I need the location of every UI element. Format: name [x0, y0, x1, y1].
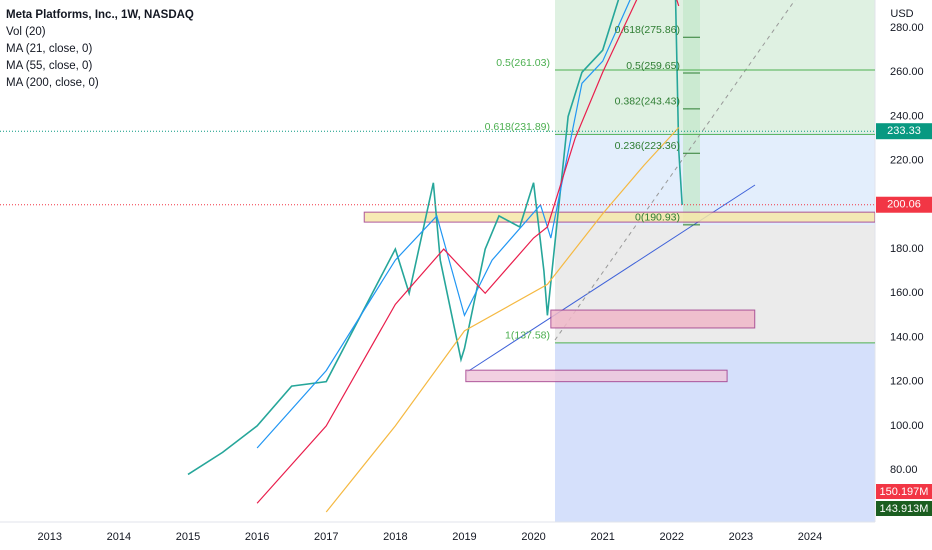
x-tick-label: 2018 [383, 531, 407, 543]
x-tick-label: 2013 [38, 531, 62, 543]
fib-label: 0.618(275.86) [615, 24, 680, 36]
fib-label: 0.5(261.03) [496, 57, 550, 69]
price-label-bg [876, 123, 932, 140]
currency: USD [890, 8, 913, 20]
x-tick-label: 2016 [245, 531, 269, 543]
y-tick-label: 80.00 [890, 464, 918, 476]
x-tick-label: 2021 [590, 531, 614, 543]
fib-range [683, 0, 700, 225]
fib-label: 0.5(259.65) [626, 60, 680, 72]
y-tick-label: 280.00 [890, 22, 924, 34]
fib-label: 1(137.58) [505, 330, 550, 342]
x-tick-label: 2024 [798, 531, 822, 543]
ma-line [325, 127, 680, 513]
ma-line [256, 0, 680, 504]
y-tick-label: 240.00 [890, 110, 924, 122]
y-tick-label: 100.00 [890, 420, 924, 432]
y-tick-label: 120.00 [890, 376, 924, 388]
legend-entry: MA (200, close, 0) [6, 77, 99, 89]
legend-entry: MA (55, close, 0) [6, 60, 92, 72]
vol-label-bg [876, 484, 932, 499]
y-tick-label: 160.00 [890, 287, 924, 299]
vol-label: 143.913M [880, 503, 929, 515]
fib-label: 0.236(223.36) [615, 140, 680, 152]
x-tick-label: 2020 [521, 531, 545, 543]
zone [465, 369, 728, 383]
y-tick-label: 220.00 [890, 155, 924, 167]
fib-label: 0.618(231.89) [485, 121, 550, 133]
fib-zone-green [555, 0, 875, 133]
price-label: 233.33 [887, 125, 921, 137]
price-label-bg [876, 196, 932, 213]
trend-line [554, 0, 796, 341]
fib-label: 0.382(243.43) [615, 96, 680, 108]
legend-entry: Vol (20) [6, 26, 46, 38]
zone [550, 309, 756, 329]
y-tick-label: 140.00 [890, 331, 924, 343]
vol-label-bg [876, 501, 932, 516]
fib-zone-blue [555, 133, 875, 225]
vol-label: 150.197M [880, 486, 929, 498]
legend-entry: MA (21, close, 0) [6, 43, 92, 55]
x-tick-label: 2015 [176, 531, 200, 543]
price-line [187, 0, 683, 476]
fib-label: 0(190.93) [635, 212, 680, 224]
y-tick-label: 180.00 [890, 243, 924, 255]
chart-title: Meta Platforms, Inc., 1W, NASDAQ [6, 9, 194, 21]
price-label: 200.06 [887, 199, 921, 211]
x-tick-label: 2023 [729, 531, 753, 543]
x-tick-label: 2017 [314, 531, 338, 543]
x-tick-label: 2022 [660, 531, 684, 543]
x-tick-label: 2014 [107, 531, 131, 543]
zone [363, 211, 875, 223]
x-tick-label: 2019 [452, 531, 476, 543]
y-tick-label: 260.00 [890, 66, 924, 78]
